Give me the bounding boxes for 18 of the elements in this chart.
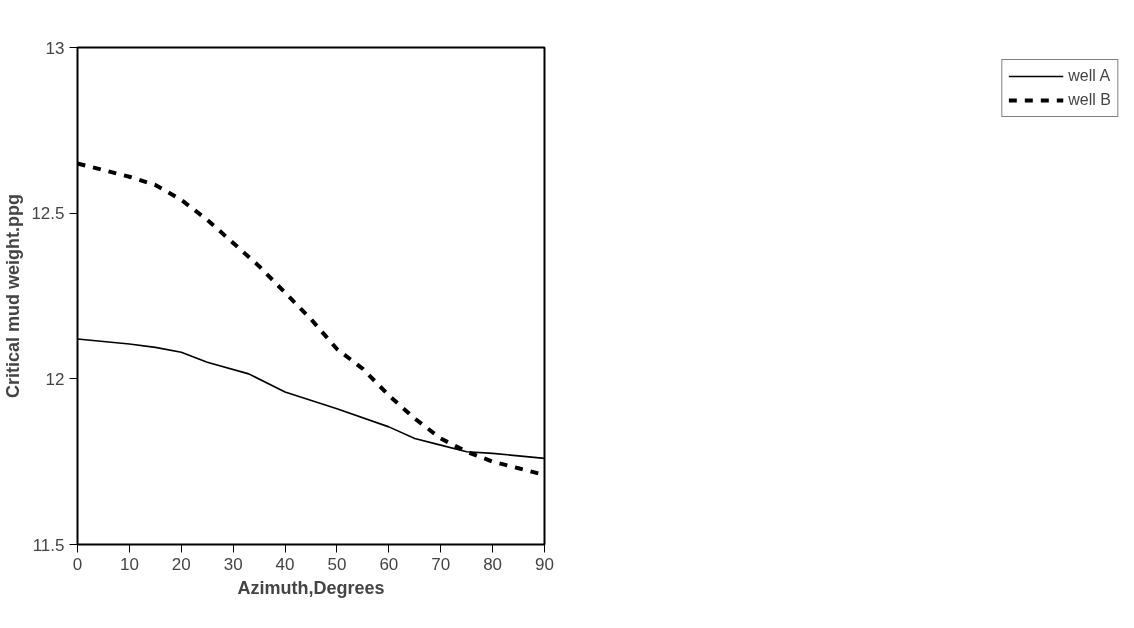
y-tick-label: 12.5 [31,204,65,224]
y-tick-label: 13 [45,38,65,58]
x-tick-label: 50 [327,554,347,574]
x-tick-label: 70 [431,554,451,574]
legend-label: well B [1068,91,1111,109]
x-tick-label: 30 [223,554,243,574]
y-tick-label: 11.5 [32,535,65,555]
x-tick-label: 80 [483,554,503,574]
legend-label: well A [1068,67,1111,85]
x-tick-label: 60 [379,554,399,574]
x-tick-label: 90 [535,554,554,574]
x-tick-label: 0 [72,554,83,574]
x-axis-title: Azimuth,Degrees [237,577,385,598]
x-tick-label: 40 [275,554,295,574]
x-tick-label: 20 [171,554,191,574]
y-tick-label: 12 [45,369,65,389]
y-axis-title: Critical mud weight.ppg [3,193,24,398]
x-tick-label: 10 [119,554,139,574]
